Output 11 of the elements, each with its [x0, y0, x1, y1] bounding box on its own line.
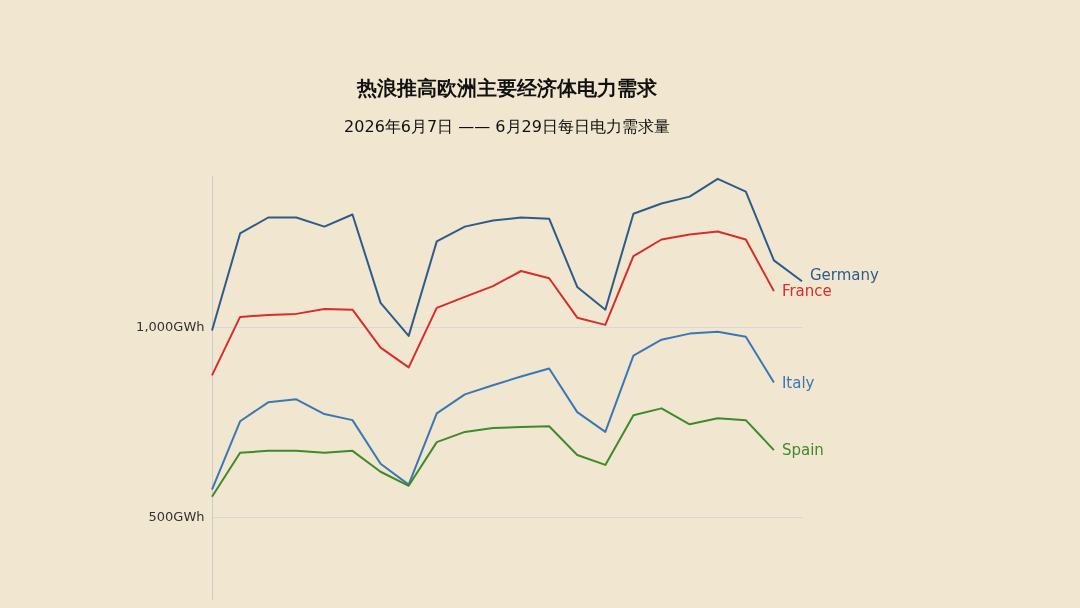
line-series	[211, 407, 775, 498]
series-label: France	[781, 282, 832, 301]
chart-subtitle: 2026年6月7日 —— 6月29日每日电力需求量	[344, 117, 670, 136]
series-label: Spain	[781, 441, 824, 460]
y-tick-label: 500GWh	[148, 509, 205, 525]
y-tick-label: 1,000GWh	[136, 319, 205, 335]
series-label: Italy	[781, 373, 815, 392]
chart-title: 热浪推高欧洲主要经济体电力需求	[356, 76, 658, 100]
line-series	[211, 230, 775, 377]
line-series	[211, 330, 775, 491]
series-label: Germany	[810, 266, 880, 285]
